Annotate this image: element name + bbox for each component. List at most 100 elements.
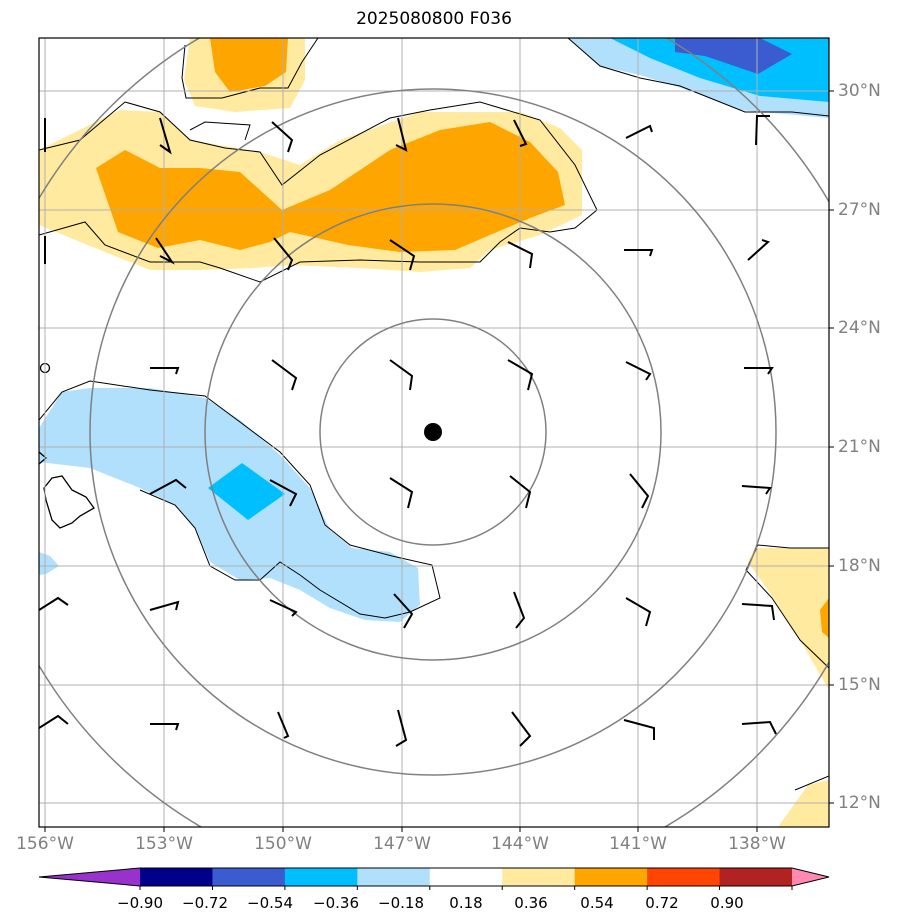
wind-barb (389, 359, 414, 391)
wind-barb (271, 359, 298, 391)
lon-label: 153°W (135, 834, 193, 854)
colorbar-segment (502, 868, 576, 886)
contour-fill-blue-cell (208, 463, 285, 520)
range-ring-2 (204, 203, 662, 661)
wind-barb (513, 591, 526, 629)
contour-fill-light-yellow-southeast (748, 548, 829, 690)
lat-label: 18°N (838, 556, 881, 576)
colorbar-tick-label: 0.36 (514, 894, 548, 912)
wind-barb (741, 485, 772, 495)
colorbar-tick-label: −0.72 (182, 894, 228, 912)
contour-fill-orange-north (96, 122, 565, 252)
maui-outline (39, 451, 47, 465)
map-title: 2025080800 F036 (356, 9, 512, 29)
wind-barb (277, 711, 290, 739)
contour-line-top (181, 38, 319, 99)
lat-label: 12°N (838, 793, 881, 813)
contour-line-west-band (39, 380, 441, 619)
wind-barb (395, 117, 408, 152)
colorbar-tick-label: 0.54 (580, 894, 614, 912)
lat-label: 30°N (838, 81, 881, 101)
wind-barb (149, 478, 187, 495)
map-plot-area (39, 38, 829, 827)
wind-barb (273, 237, 294, 271)
range-rings (39, 38, 829, 827)
map-frame (38, 37, 830, 828)
colorbar-tick-label: −0.18 (378, 894, 424, 912)
wind-barb (39, 596, 69, 611)
lon-label: 144°W (491, 834, 549, 854)
wind-barb (395, 709, 408, 747)
contour-fill-darkblue-northeast (675, 38, 792, 74)
lon-label: 156°W (16, 834, 74, 854)
wind-barb (744, 367, 774, 375)
map-gridlines (39, 38, 829, 827)
wind-barb (271, 121, 294, 153)
colorbar-tick-label: 0.18 (449, 894, 483, 912)
lon-label: 147°W (373, 834, 431, 854)
wind-barb (625, 597, 652, 627)
range-ring-3 (89, 88, 777, 776)
big-island-outline (43, 475, 95, 529)
wind-barb (629, 473, 650, 509)
wind-barb (39, 714, 69, 729)
colorbar-segment (140, 868, 213, 886)
contour-fill-orange-southeast (820, 598, 829, 638)
lon-label: 150°W (254, 834, 312, 854)
wind-barb (623, 719, 655, 740)
contour-line-north-inner (189, 121, 251, 141)
axis-ticks (44, 90, 834, 832)
wind-barb (507, 241, 534, 269)
wind-barb (747, 239, 770, 261)
colorbar-segment (284, 868, 358, 886)
wind-barb (755, 115, 770, 146)
wind-barb (509, 475, 532, 509)
contour-fill-orange-top (210, 38, 288, 92)
contour-line-northeast (567, 38, 829, 117)
colorbar-tick-label: 0.72 (645, 894, 679, 912)
wind-barb (269, 479, 298, 507)
wind-barb (624, 249, 654, 257)
contour-line-bottom-right (794, 775, 829, 791)
colorbar-segment (647, 868, 721, 886)
colorbar-extend-min (39, 868, 140, 886)
wind-barb (269, 599, 298, 617)
contour-line-north (39, 101, 598, 283)
wind-barbs (39, 115, 777, 747)
wind-barb (507, 359, 534, 391)
colorbar-tick-label: 0.90 (710, 894, 744, 912)
wind-barb (511, 711, 532, 747)
contour-fill-light-blue-west-edge (39, 552, 59, 575)
wind-barb (155, 237, 175, 265)
wind-barb (389, 239, 416, 271)
wind-barb (513, 119, 528, 147)
wind-barb (150, 367, 180, 375)
shaded-field-positive (39, 38, 829, 827)
wind-barb (625, 361, 652, 381)
lon-label: 138°W (728, 834, 786, 854)
colorbar-segment (719, 868, 793, 886)
wind-barb (741, 603, 775, 621)
range-ring-1 (319, 318, 547, 546)
colorbar (38, 867, 830, 890)
wind-barb (625, 124, 653, 139)
contour-line-southeast (745, 544, 829, 669)
wind-barb (159, 117, 172, 155)
contour-lines (39, 38, 829, 791)
storm-center-marker (424, 423, 442, 441)
lat-label: 24°N (838, 318, 881, 338)
wind-barb (741, 720, 777, 735)
lat-label: 21°N (838, 437, 881, 457)
colorbar-segment (429, 868, 503, 886)
colorbar-tick-label: −0.54 (247, 894, 293, 912)
colorbar-segment (212, 868, 286, 886)
colorbar-tick-label: −0.36 (313, 894, 359, 912)
colorbar-tick-label: −0.90 (117, 894, 163, 912)
wind-barb (389, 477, 414, 509)
wind-barb (393, 593, 414, 629)
colorbar-extend-max (792, 868, 829, 886)
colorbar-segment (574, 868, 648, 886)
lat-label: 15°N (838, 675, 881, 695)
lat-label: 27°N (838, 200, 881, 220)
